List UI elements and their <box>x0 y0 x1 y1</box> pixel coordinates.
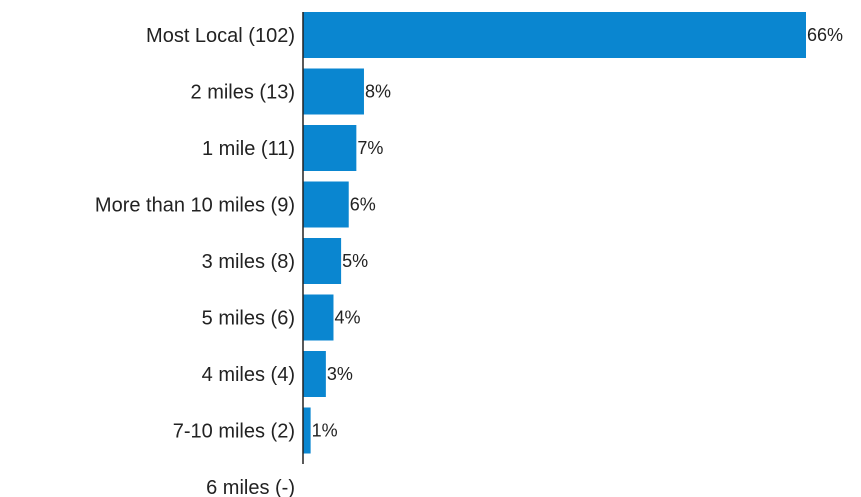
bar <box>303 238 342 284</box>
category-label: 2 miles (13) <box>191 82 295 104</box>
bar <box>303 407 311 454</box>
data-label: 66% <box>807 25 843 45</box>
data-label: 1% <box>312 421 338 441</box>
category-label: 3 miles (8) <box>202 251 295 273</box>
bar <box>303 351 326 397</box>
data-label: 3% <box>327 364 353 384</box>
data-label: 7% <box>357 138 383 158</box>
bar <box>303 68 364 115</box>
category-label: 5 miles (6) <box>202 308 295 330</box>
data-label: 5% <box>342 251 368 271</box>
category-label: 1 mile (11) <box>202 138 295 160</box>
data-label: 8% <box>365 82 391 102</box>
category-labels: Most Local (102) 2 miles (13) 1 mile (11) M… <box>95 25 295 497</box>
category-label: More than 10 miles (9) <box>95 195 295 217</box>
bars <box>303 12 806 454</box>
data-label: 4% <box>334 308 360 328</box>
bar <box>303 294 334 341</box>
data-labels: 66% 8% 7% 6% 5% 4% 3% 1% <box>312 25 843 441</box>
category-label: 7-10 miles (2) <box>173 421 295 443</box>
bar <box>303 125 357 171</box>
category-label: 4 miles (4) <box>202 364 295 386</box>
category-label: Most Local (102) <box>146 25 295 47</box>
bar <box>303 12 806 58</box>
data-label: 6% <box>350 195 376 215</box>
bar <box>303 181 349 228</box>
category-label: 6 miles (-) <box>206 477 295 497</box>
